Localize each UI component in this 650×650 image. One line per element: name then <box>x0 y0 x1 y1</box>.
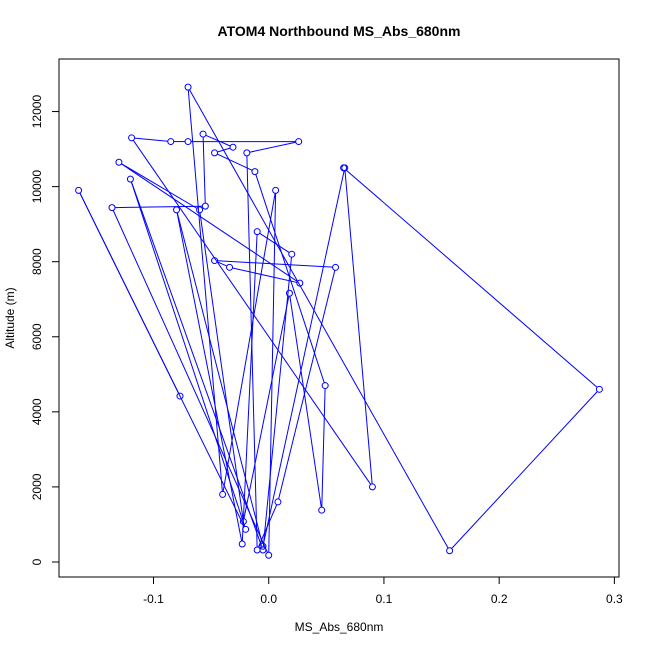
series-line-segment <box>217 153 253 171</box>
data-point <box>259 542 267 550</box>
y-tick-label: 4000 <box>30 398 44 425</box>
x-tick-label: 0.0 <box>260 592 277 606</box>
data-point <box>251 168 259 176</box>
data-point <box>318 506 326 514</box>
series-line-segment <box>176 212 243 542</box>
series-line-segment <box>187 90 223 492</box>
series-line-segment <box>278 270 336 500</box>
data-point <box>242 525 250 533</box>
data-point <box>446 547 454 555</box>
series-line-segment <box>130 181 263 548</box>
series-line-segment <box>189 89 449 549</box>
y-tick-label: 12000 <box>30 95 44 129</box>
data-point <box>211 149 219 157</box>
data-point <box>332 263 340 271</box>
data-point <box>173 206 181 214</box>
data-point <box>226 263 234 271</box>
series-line-segment <box>114 205 203 209</box>
plot-frame <box>58 58 620 578</box>
x-tick-label: -0.1 <box>143 592 164 606</box>
data-point <box>229 143 237 151</box>
data-point <box>201 202 209 210</box>
data-point <box>265 551 273 559</box>
x-tick-label: 0.1 <box>376 592 393 606</box>
data-point <box>126 175 134 183</box>
y-tick-label: 2000 <box>30 473 44 500</box>
data-point <box>238 540 246 548</box>
series-line-segment <box>345 169 598 388</box>
series-line-segment <box>241 234 258 541</box>
series-line-segment <box>130 181 246 527</box>
series-line-segment <box>217 261 228 267</box>
series-line-segment <box>222 193 276 492</box>
series-line-segment <box>321 388 326 508</box>
y-tick-label: 6000 <box>30 323 44 350</box>
data-point <box>108 204 116 212</box>
data-point <box>285 289 293 297</box>
data-point <box>75 186 83 194</box>
data-point <box>253 228 261 236</box>
data-point <box>321 382 329 390</box>
data-point <box>219 490 227 498</box>
data-point <box>184 83 192 91</box>
y-tick-label: 8000 <box>30 248 44 275</box>
data-point <box>196 206 204 214</box>
series-line-segment <box>344 170 373 484</box>
data-point <box>199 130 207 138</box>
data-point <box>272 186 280 194</box>
series-line-segment <box>232 267 298 283</box>
x-axis: -0.1 0.0 0.1 0.2 0.3 <box>143 577 623 606</box>
x-tick-label: 0.3 <box>606 592 623 606</box>
y-tick-label: 10000 <box>30 170 44 204</box>
series-line-segment <box>112 210 268 553</box>
data-point <box>296 279 304 287</box>
series-line-segment <box>199 212 244 519</box>
series-line-segment <box>268 193 277 553</box>
series-line-segment <box>246 155 258 547</box>
data-point <box>115 158 123 166</box>
series-line-segment <box>121 163 298 282</box>
y-axis-label: Altitude (m) <box>3 287 17 348</box>
series-line-segment <box>217 260 333 268</box>
data-point <box>239 517 247 525</box>
x-axis-label: MS_Abs_680nm <box>295 620 384 634</box>
series-layer <box>75 83 603 559</box>
series-line-segment <box>134 137 168 142</box>
y-tick-label: 0 <box>30 558 44 565</box>
series-line-segment <box>289 296 322 508</box>
data-point <box>253 546 261 554</box>
series-line-segment <box>202 137 206 204</box>
series-line-segment <box>249 141 296 153</box>
series-line-segment <box>121 163 198 209</box>
data-point <box>184 138 192 146</box>
data-point <box>167 138 175 146</box>
chart-title: ATOM4 Northbound MS_Abs_680nm <box>218 23 461 39</box>
data-point <box>176 392 184 400</box>
data-point <box>128 134 136 142</box>
series-line-segment <box>79 192 245 527</box>
series-line-segment <box>243 296 290 519</box>
data-point <box>595 385 603 393</box>
x-tick-label: 0.2 <box>491 592 508 606</box>
series-line-segment <box>451 391 598 549</box>
series-line-segment <box>263 170 345 544</box>
data-point <box>211 257 219 265</box>
data-point <box>243 149 251 157</box>
series-line-segment <box>255 174 325 383</box>
data-point <box>274 498 282 506</box>
data-point <box>368 483 376 491</box>
series-line-segment <box>176 212 263 544</box>
data-point <box>288 250 296 258</box>
y-axis: 0 2000 4000 6000 8000 10000 12000 <box>30 95 59 565</box>
data-point <box>295 138 303 146</box>
data-point <box>340 164 348 172</box>
series-line-segment <box>132 140 372 485</box>
